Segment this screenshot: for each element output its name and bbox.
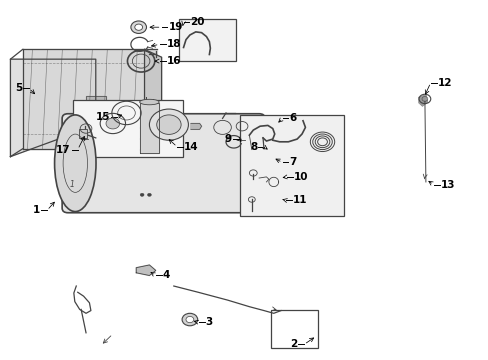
Ellipse shape <box>55 115 96 212</box>
Circle shape <box>106 118 120 129</box>
Text: 14: 14 <box>183 142 198 152</box>
Text: 4: 4 <box>162 270 170 280</box>
Circle shape <box>147 193 151 196</box>
Text: 9: 9 <box>224 134 231 144</box>
Text: 1: 1 <box>33 206 40 215</box>
Bar <box>271 310 317 348</box>
Circle shape <box>135 24 142 30</box>
Circle shape <box>149 109 188 140</box>
Text: 20: 20 <box>190 17 204 27</box>
Bar <box>79 129 87 138</box>
Text: 3: 3 <box>205 317 212 327</box>
Text: 5: 5 <box>15 84 22 93</box>
Text: 16: 16 <box>166 56 181 66</box>
Circle shape <box>131 21 146 33</box>
Text: 13: 13 <box>440 180 454 190</box>
Text: 1: 1 <box>69 180 74 189</box>
Text: 8: 8 <box>249 142 257 152</box>
Circle shape <box>140 193 144 196</box>
Polygon shape <box>140 103 159 153</box>
Circle shape <box>182 313 197 326</box>
FancyBboxPatch shape <box>62 114 264 213</box>
Text: 15: 15 <box>95 112 110 122</box>
Polygon shape <box>418 95 427 106</box>
Text: 7: 7 <box>289 157 296 167</box>
Polygon shape <box>190 123 201 129</box>
Bar <box>178 19 236 61</box>
Ellipse shape <box>140 99 159 105</box>
Text: 12: 12 <box>437 77 451 87</box>
Text: 6: 6 <box>289 113 296 123</box>
Polygon shape <box>144 49 161 149</box>
Text: 10: 10 <box>294 172 308 182</box>
Text: 19: 19 <box>168 22 183 32</box>
Circle shape <box>157 115 181 134</box>
Text: 17: 17 <box>56 145 71 154</box>
Bar <box>73 100 182 157</box>
Circle shape <box>185 316 193 323</box>
Bar <box>239 115 344 216</box>
Text: 2: 2 <box>289 339 297 350</box>
Text: 18: 18 <box>166 39 181 49</box>
Polygon shape <box>136 265 156 275</box>
Polygon shape <box>86 96 105 110</box>
Polygon shape <box>10 59 96 157</box>
Text: 11: 11 <box>292 195 306 205</box>
